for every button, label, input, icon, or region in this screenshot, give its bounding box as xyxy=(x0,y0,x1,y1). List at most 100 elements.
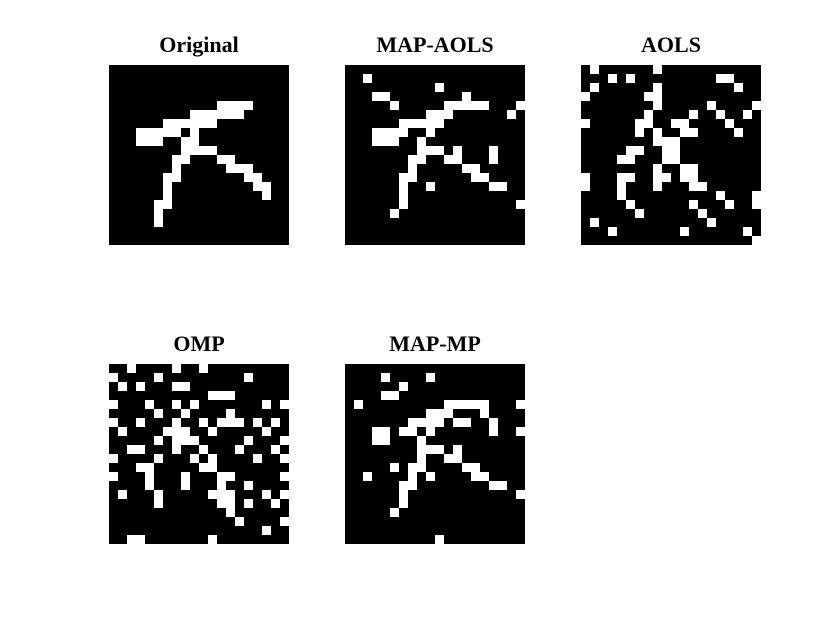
pixel xyxy=(480,173,489,182)
pixel xyxy=(707,101,716,110)
pixel xyxy=(689,200,698,209)
pixel xyxy=(372,137,381,146)
pixel xyxy=(435,146,444,155)
pixel xyxy=(752,236,761,245)
pixel xyxy=(653,164,662,173)
pixel xyxy=(435,535,444,544)
pixel xyxy=(444,101,453,110)
pixel xyxy=(226,155,235,164)
panel-original: Original xyxy=(109,32,289,245)
pixel xyxy=(644,110,653,119)
pixel xyxy=(163,427,172,436)
pixel xyxy=(743,227,752,236)
pixel xyxy=(208,427,217,436)
pixel xyxy=(253,454,262,463)
pixel xyxy=(408,427,417,436)
pixel xyxy=(136,418,145,427)
pixel xyxy=(154,436,163,445)
pixel xyxy=(462,101,471,110)
pixel xyxy=(581,173,590,182)
pixel xyxy=(235,517,244,526)
pixel xyxy=(462,92,471,101)
pixel xyxy=(581,92,590,101)
pixel xyxy=(426,409,435,418)
pixel xyxy=(226,164,235,173)
pixel xyxy=(417,454,426,463)
pixel xyxy=(154,499,163,508)
pixel xyxy=(199,110,208,119)
pixel xyxy=(680,173,689,182)
pixel xyxy=(471,463,480,472)
pixel xyxy=(399,128,408,137)
pixel xyxy=(217,101,226,110)
pixel xyxy=(244,101,253,110)
pixel xyxy=(172,164,181,173)
pixel xyxy=(417,436,426,445)
image-map-mp xyxy=(345,364,525,544)
pixel xyxy=(480,400,489,409)
pixel xyxy=(145,137,154,146)
pixel xyxy=(181,436,190,445)
pixel xyxy=(453,445,462,454)
pixel xyxy=(408,481,417,490)
pixel xyxy=(154,128,163,137)
pixel xyxy=(235,445,244,454)
pixel xyxy=(172,128,181,137)
pixel xyxy=(498,481,507,490)
pixel xyxy=(725,119,734,128)
pixel xyxy=(462,400,471,409)
pixel xyxy=(226,409,235,418)
pixel xyxy=(489,481,498,490)
pixel xyxy=(671,155,680,164)
pixel xyxy=(516,490,525,499)
pixel xyxy=(163,182,172,191)
pixel xyxy=(181,155,190,164)
panel-aols: AOLS xyxy=(581,32,761,245)
pixel xyxy=(417,137,426,146)
pixel xyxy=(181,481,190,490)
pixel xyxy=(381,137,390,146)
pixel xyxy=(417,445,426,454)
pixel xyxy=(453,454,462,463)
pixel xyxy=(190,128,199,137)
pixel xyxy=(109,400,118,409)
pixel xyxy=(444,400,453,409)
pixel xyxy=(136,382,145,391)
pixel xyxy=(127,364,136,373)
pixel xyxy=(199,463,208,472)
pixel xyxy=(253,182,262,191)
pixel xyxy=(590,83,599,92)
pixel xyxy=(426,146,435,155)
pixel xyxy=(235,164,244,173)
pixel xyxy=(399,200,408,209)
pixel xyxy=(136,128,145,137)
pixel xyxy=(172,418,181,427)
pixel xyxy=(226,418,235,427)
pixel xyxy=(262,526,271,535)
pixel xyxy=(208,463,217,472)
pixel xyxy=(435,445,444,454)
pixel xyxy=(698,182,707,191)
pixel xyxy=(390,209,399,218)
pixel xyxy=(181,137,190,146)
pixel xyxy=(408,119,417,128)
pixel xyxy=(408,418,417,427)
pixel xyxy=(626,155,635,164)
pixel xyxy=(172,173,181,182)
pixel xyxy=(226,472,235,481)
pixel xyxy=(581,119,590,128)
pixel xyxy=(217,481,226,490)
pixel xyxy=(208,146,217,155)
pixel xyxy=(462,418,471,427)
pixel xyxy=(190,119,199,128)
pixel xyxy=(190,146,199,155)
pixel xyxy=(172,364,181,373)
pixel xyxy=(190,110,199,119)
pixel xyxy=(626,74,635,83)
pixel xyxy=(617,155,626,164)
pixel xyxy=(199,119,208,128)
pixel xyxy=(435,409,444,418)
pixel xyxy=(271,499,280,508)
pixel xyxy=(136,463,145,472)
pixel xyxy=(208,110,217,119)
